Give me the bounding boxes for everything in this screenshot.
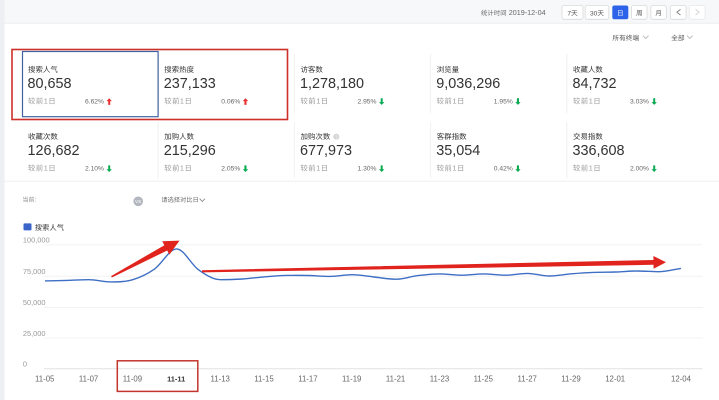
svg-text:1: 1 bbox=[44, 164, 48, 173]
svg-text:2019-12-04: 2019-12-04 bbox=[509, 8, 546, 17]
svg-text:12-01: 12-01 bbox=[605, 374, 625, 383]
svg-text:75,000: 75,000 bbox=[23, 267, 46, 276]
svg-text:1.30%: 1.30% bbox=[358, 166, 377, 173]
svg-text:237,133: 237,133 bbox=[164, 76, 216, 92]
svg-text:6.62%: 6.62% bbox=[85, 99, 104, 106]
svg-text:50,000: 50,000 bbox=[23, 298, 46, 307]
svg-text:?: ? bbox=[335, 135, 338, 140]
svg-text:0.06%: 0.06% bbox=[221, 99, 240, 106]
svg-text:11-09: 11-09 bbox=[123, 374, 142, 383]
svg-text:1: 1 bbox=[453, 97, 457, 106]
svg-text:2.00%: 2.00% bbox=[630, 166, 649, 173]
svg-text:80,658: 80,658 bbox=[28, 76, 72, 92]
svg-text:1: 1 bbox=[589, 164, 593, 173]
svg-text:0: 0 bbox=[23, 360, 27, 369]
svg-text:1.95%: 1.95% bbox=[494, 99, 513, 106]
svg-text:126,682: 126,682 bbox=[28, 143, 80, 159]
svg-text:VS: VS bbox=[135, 199, 141, 205]
svg-text:11-13: 11-13 bbox=[211, 374, 230, 383]
svg-text:11-07: 11-07 bbox=[79, 374, 98, 383]
svg-text:1: 1 bbox=[44, 97, 48, 106]
svg-text:215,296: 215,296 bbox=[164, 143, 216, 159]
svg-text:25,000: 25,000 bbox=[23, 329, 46, 338]
svg-text:1: 1 bbox=[589, 97, 593, 106]
svg-text:7: 7 bbox=[567, 10, 571, 17]
svg-text:11-05: 11-05 bbox=[35, 374, 55, 383]
svg-text:12-04: 12-04 bbox=[671, 374, 692, 383]
svg-text:1: 1 bbox=[453, 164, 457, 173]
svg-text:11-17: 11-17 bbox=[298, 374, 317, 383]
svg-text:2.05%: 2.05% bbox=[221, 166, 240, 173]
svg-text:677,973: 677,973 bbox=[300, 143, 352, 159]
svg-text::: : bbox=[35, 197, 37, 204]
svg-text:11-23: 11-23 bbox=[430, 374, 449, 383]
svg-text:1,278,180: 1,278,180 bbox=[300, 76, 364, 92]
svg-text:100,000: 100,000 bbox=[23, 236, 50, 245]
svg-text:2.10%: 2.10% bbox=[85, 166, 104, 173]
svg-text:2.95%: 2.95% bbox=[358, 99, 377, 106]
svg-text:3.03%: 3.03% bbox=[630, 99, 649, 106]
svg-text:30: 30 bbox=[590, 10, 598, 17]
svg-text:11-11: 11-11 bbox=[167, 374, 185, 383]
svg-text:11-29: 11-29 bbox=[561, 374, 580, 383]
svg-text:1: 1 bbox=[316, 164, 320, 173]
svg-text:11-27: 11-27 bbox=[518, 374, 537, 383]
svg-text:35,054: 35,054 bbox=[436, 143, 480, 159]
svg-text:1: 1 bbox=[180, 97, 184, 106]
svg-text:11-19: 11-19 bbox=[342, 374, 361, 383]
svg-text:336,608: 336,608 bbox=[573, 143, 625, 159]
svg-text:11-21: 11-21 bbox=[386, 374, 405, 383]
svg-text:9,036,296: 9,036,296 bbox=[436, 76, 500, 92]
svg-text:0.42%: 0.42% bbox=[494, 166, 513, 173]
svg-text:11-25: 11-25 bbox=[474, 374, 494, 383]
svg-text:1: 1 bbox=[316, 97, 320, 106]
svg-text:84,732: 84,732 bbox=[573, 76, 617, 92]
svg-text:1: 1 bbox=[180, 164, 184, 173]
svg-text:11-15: 11-15 bbox=[254, 374, 274, 383]
